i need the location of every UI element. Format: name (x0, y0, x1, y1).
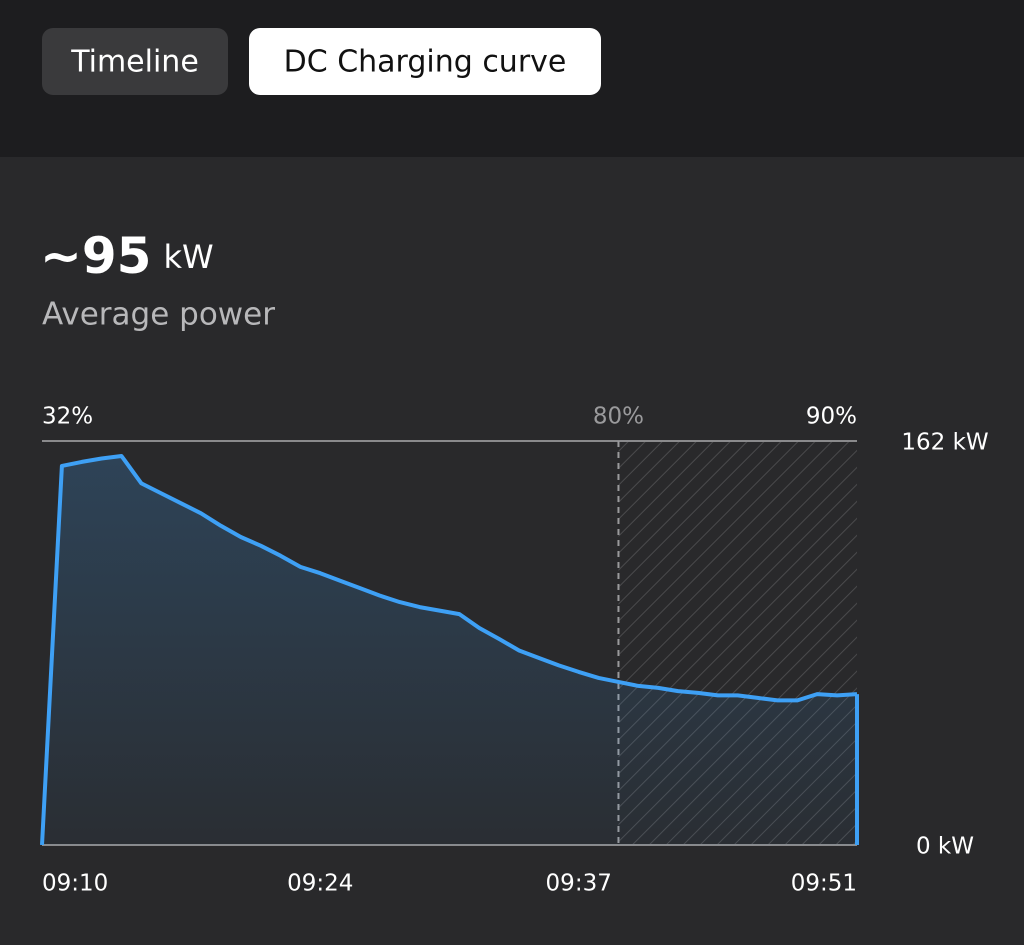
x-tick-label: 09:10 (42, 871, 108, 897)
summary-number: ~95 (40, 227, 151, 285)
x-tick-label: 09:37 (546, 871, 612, 897)
tab-dc-curve[interactable] (249, 28, 601, 95)
chart: 0 kW 162 kW 09:10 09:24 09:37 09:51 32% 80% 90% (40, 404, 989, 897)
summary-value: ~95 kW (40, 227, 214, 285)
soc-label: 90% (806, 404, 857, 430)
line (40, 454, 858, 846)
soc-label: 32% (42, 404, 93, 430)
x-tick-label: 09:24 (287, 871, 353, 897)
summary-label: Average power (42, 297, 275, 333)
tab-label: DC Charging curve (284, 45, 567, 80)
y-tick-label: 0 kW (916, 834, 974, 860)
summary-unit: kW (163, 238, 213, 276)
tab-timeline[interactable] (42, 28, 228, 95)
x-tick-label: 09:51 (791, 871, 857, 897)
y-tick-label: 162 kW (901, 430, 988, 456)
tab-label: Timeline (70, 45, 199, 80)
area (42, 456, 857, 845)
soc-label: 80% (593, 404, 644, 430)
